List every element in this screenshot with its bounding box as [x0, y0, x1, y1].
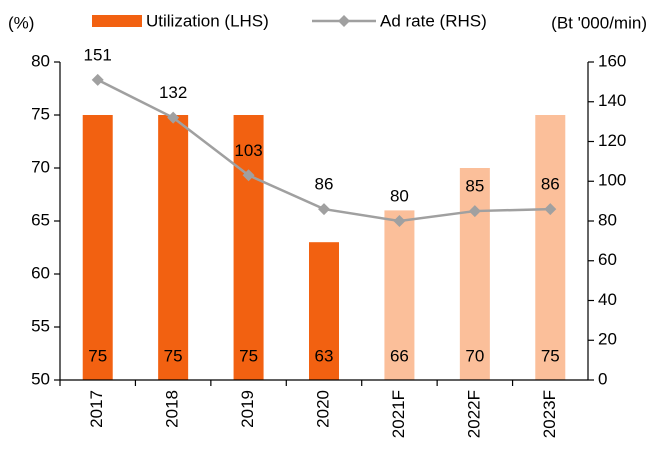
- y2-tick-label: 0: [598, 369, 607, 388]
- x-tick-label: 2023F: [540, 390, 559, 438]
- line-value-label: 85: [465, 177, 484, 196]
- y-tick-label: 60: [31, 263, 50, 282]
- x-tick-label: 2017: [87, 390, 106, 428]
- x-tick-label: 2022F: [464, 390, 483, 438]
- bar: [535, 115, 566, 380]
- bar: [158, 115, 189, 380]
- line-value-label: 80: [390, 186, 409, 205]
- bar-value-label: 66: [390, 346, 409, 365]
- x-tick-label: 2021F: [389, 390, 408, 438]
- y2-tick-label: 80: [598, 210, 617, 229]
- y2-tick-label: 120: [598, 131, 626, 150]
- line-marker: [393, 215, 406, 227]
- x-tick-label: 2018: [163, 390, 182, 428]
- y-tick-label: 70: [31, 157, 50, 176]
- line-marker: [167, 111, 180, 124]
- y2-tick-label: 40: [598, 290, 617, 309]
- bar-value-label: 63: [315, 346, 334, 365]
- line-marker: [242, 169, 255, 182]
- legend-label: Ad rate (RHS): [380, 11, 487, 30]
- line-marker: [91, 73, 104, 86]
- bar-value-label: 75: [164, 346, 183, 365]
- bar-value-label: 75: [88, 346, 107, 365]
- x-tick-label: 2020: [313, 390, 332, 428]
- y2-tick-label: 100: [598, 171, 626, 190]
- line-value-label: 132: [159, 83, 187, 102]
- y2-axis-label: (Bt '000/min): [551, 13, 647, 32]
- y2-tick-label: 60: [598, 250, 617, 269]
- y2-tick-label: 140: [598, 91, 626, 110]
- line-marker: [544, 203, 557, 216]
- bar-value-label: 75: [239, 346, 258, 365]
- y-axis-label: (%): [8, 13, 34, 32]
- bar: [309, 242, 339, 380]
- line-value-label: 151: [84, 45, 112, 64]
- y-tick-label: 80: [31, 51, 50, 70]
- y-tick-label: 50: [31, 369, 50, 388]
- bar: [459, 168, 490, 380]
- bar: [384, 210, 415, 380]
- line-value-label: 103: [234, 141, 262, 160]
- line-value-label: 86: [541, 175, 560, 194]
- y2-tick-label: 160: [598, 51, 626, 70]
- line-marker: [318, 203, 330, 216]
- y2-tick-label: 20: [598, 330, 617, 349]
- bar: [82, 115, 113, 380]
- legend-swatch: [92, 15, 142, 27]
- y-tick-label: 65: [31, 210, 50, 229]
- x-tick-label: 2019: [238, 390, 257, 428]
- bar: [233, 115, 264, 380]
- y-tick-label: 55: [31, 316, 50, 335]
- legend-marker: [338, 15, 350, 27]
- y-tick-label: 75: [31, 104, 50, 123]
- bar-value-label: 75: [541, 346, 560, 365]
- legend-label: Utilization (LHS): [146, 11, 269, 30]
- bar-value-label: 70: [465, 346, 484, 365]
- line-marker: [468, 205, 481, 218]
- line-value-label: 86: [315, 175, 334, 194]
